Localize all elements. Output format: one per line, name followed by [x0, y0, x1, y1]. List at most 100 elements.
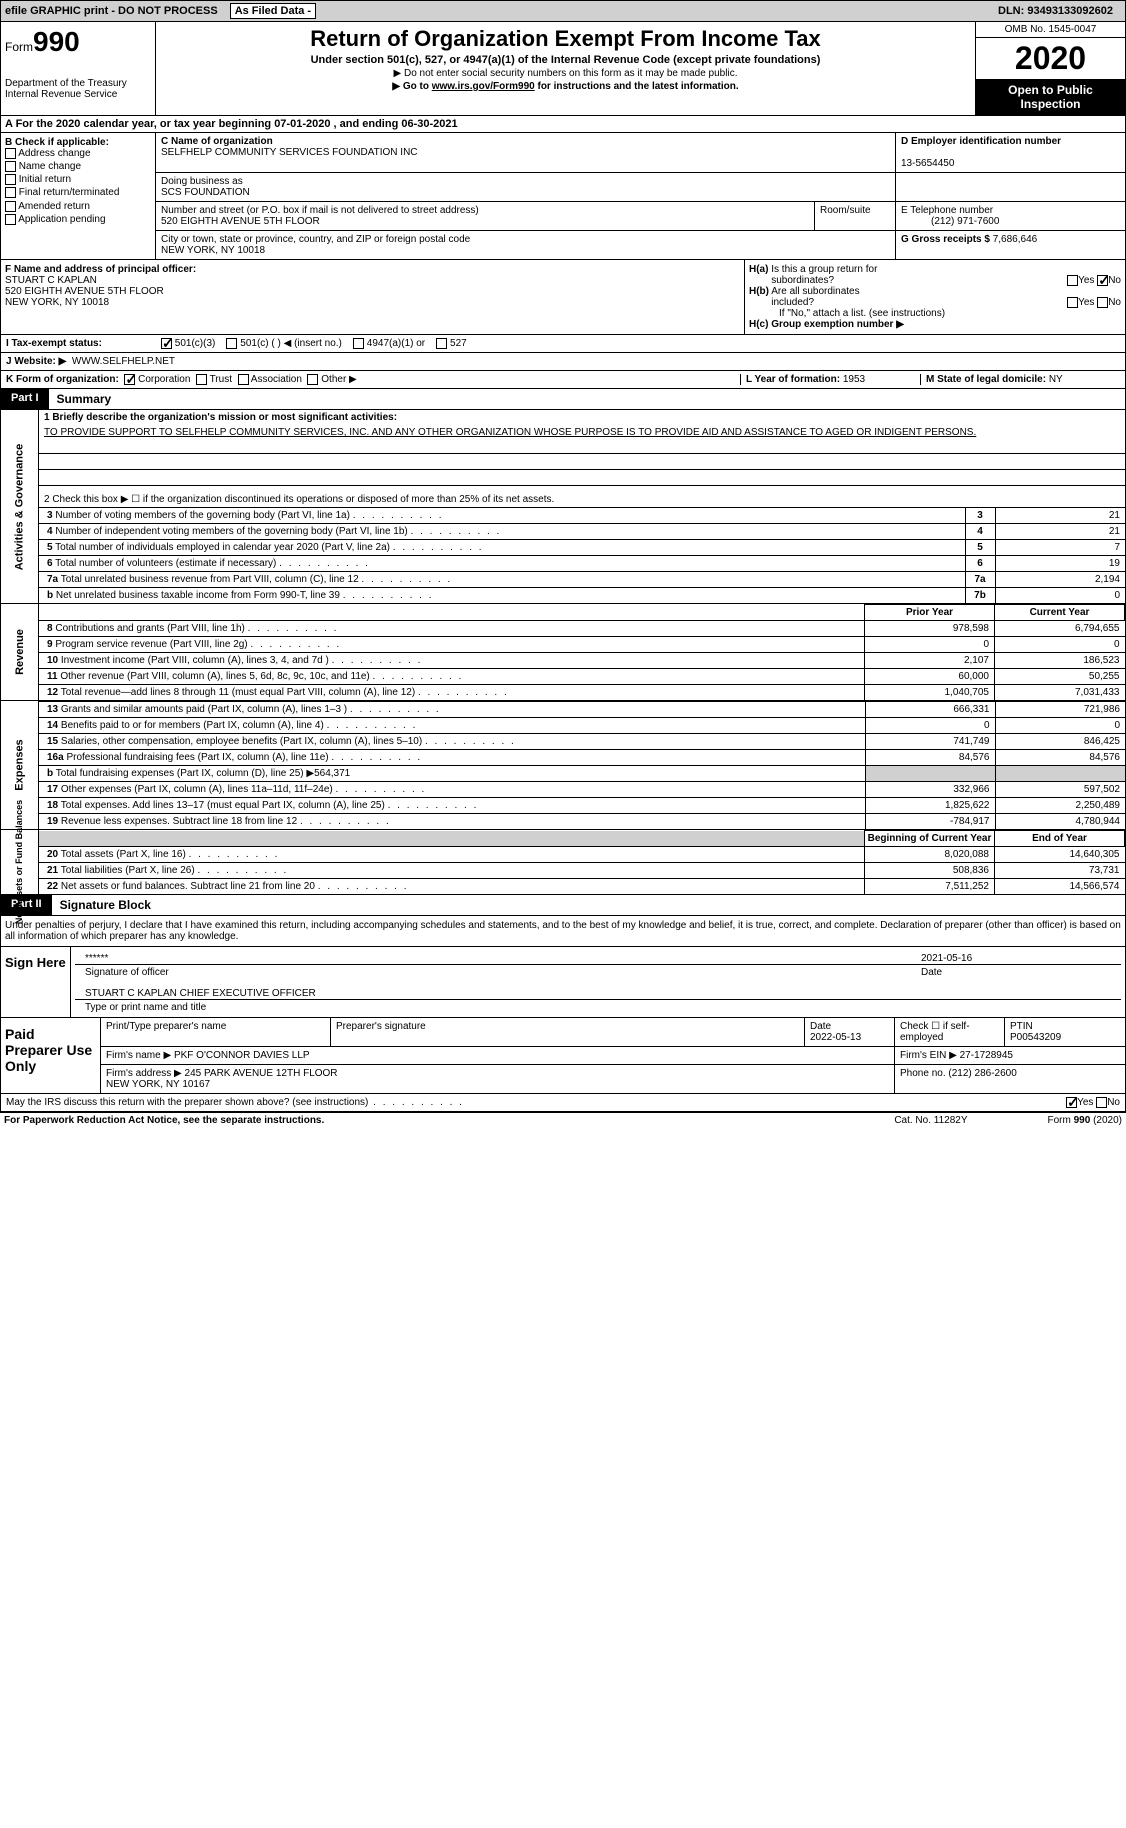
part2-header: Part II Signature Block	[0, 895, 1126, 916]
officer-label: F Name and address of principal officer:	[5, 264, 196, 275]
discuss-text: May the IRS discuss this return with the…	[6, 1097, 464, 1108]
col-f: F Name and address of principal officer:…	[1, 260, 745, 334]
current-header: Current Year	[995, 605, 1125, 621]
blank-line2	[39, 456, 1125, 470]
ein-label: D Employer identification number	[901, 136, 1061, 147]
year-text: 2020	[976, 38, 1125, 79]
year-form-value: 1953	[843, 374, 865, 385]
expenses-section: Expenses 13 Grants and similar amounts p…	[0, 701, 1126, 830]
netassets-table: Beginning of Current YearEnd of Year 20 …	[39, 830, 1125, 894]
cb-address: Address change	[5, 148, 151, 159]
cb-amended: Amended return	[5, 201, 151, 212]
row-k: K Form of organization: Corporation Trus…	[0, 371, 1126, 389]
form-org-label: K Form of organization:	[6, 374, 119, 385]
form-page: Form 990 (2020)	[1048, 1115, 1122, 1126]
cb-pending: Application pending	[5, 214, 151, 225]
prior-header: Prior Year	[865, 605, 995, 621]
dept-text: Department of the Treasury Internal Reve…	[5, 78, 151, 100]
part1-title: Summary	[49, 389, 120, 409]
discuss-no[interactable]	[1096, 1097, 1107, 1108]
form-prefix: Form	[5, 40, 33, 54]
main-grid: B Check if applicable: Address change Na…	[0, 133, 1126, 260]
prep-date-label: Date	[810, 1021, 831, 1032]
preparer-section: Paid Preparer Use Only Print/Type prepar…	[0, 1018, 1126, 1094]
header-mid: Return of Organization Exempt From Incom…	[156, 22, 975, 115]
line2-text: 2 Check this box ▶ ☐ if the organization…	[39, 492, 1125, 507]
revenue-label: Revenue	[1, 604, 39, 700]
part2-label: Part II	[1, 895, 52, 915]
expenses-table: 13 Grants and similar amounts paid (Part…	[39, 701, 1125, 829]
year-form-label: L Year of formation:	[746, 374, 840, 385]
discuss-row: May the IRS discuss this return with the…	[0, 1094, 1126, 1112]
preparer-label: Paid Preparer Use Only	[1, 1018, 101, 1093]
sig-date: 2021-05-16	[921, 953, 1121, 964]
gross-label: G Gross receipts $	[901, 234, 990, 245]
ha-no[interactable]	[1097, 275, 1108, 286]
row-j: J Website: ▶ WWW.SELFHELP.NET	[0, 353, 1126, 371]
firm-name-label: Firm's name ▶	[106, 1050, 171, 1061]
ha-yes[interactable]	[1067, 275, 1078, 286]
section-a: A For the 2020 calendar year, or tax yea…	[0, 116, 1126, 133]
org-name: SELFHELP COMMUNITY SERVICES FOUNDATION I…	[161, 147, 418, 158]
cb-initial: Initial return	[5, 174, 151, 185]
phone-value: (212) 971-7600	[931, 216, 999, 227]
form-note2: ▶ Go to www.irs.gov/Form990 for instruct…	[160, 81, 971, 92]
501c-check[interactable]	[226, 338, 237, 349]
trust-check[interactable]	[196, 374, 207, 385]
527-check[interactable]	[436, 338, 447, 349]
part1-header: Part I Summary	[0, 389, 1126, 410]
officer-street: 520 EIGHTH AVENUE 5TH FLOOR	[5, 286, 164, 297]
state-value: NY	[1049, 374, 1063, 385]
penalty-text: Under penalties of perjury, I declare th…	[0, 916, 1126, 947]
irs-link[interactable]: www.irs.gov/Form990	[432, 81, 535, 92]
name-label: C Name of organization	[161, 136, 273, 147]
prep-check: Check ☐ if self-employed	[895, 1018, 1005, 1046]
row-city: City or town, state or province, country…	[156, 231, 1125, 259]
part1-label: Part I	[1, 389, 49, 409]
state-label: M State of legal domicile:	[926, 374, 1046, 385]
row-dba: Doing business as SCS FOUNDATION	[156, 173, 1125, 202]
firm-ein: 27-1728945	[960, 1050, 1013, 1061]
corp-check[interactable]	[124, 374, 135, 385]
dba-label: Doing business as	[161, 176, 243, 187]
ptin-label: PTIN	[1010, 1021, 1033, 1032]
city-label: City or town, state or province, country…	[161, 234, 470, 245]
col-d-gross: G Gross receipts $ 7,686,646	[895, 231, 1125, 259]
discuss-yes[interactable]	[1066, 1097, 1077, 1108]
prep-sig-label: Preparer's signature	[331, 1018, 805, 1046]
activities-section: Activities & Governance 1 Briefly descri…	[0, 410, 1126, 604]
form-note1: ▶ Do not enter social security numbers o…	[160, 68, 971, 79]
firm-name: PKF O'CONNOR DAVIES LLP	[174, 1050, 310, 1061]
officer-city: NEW YORK, NY 10018	[5, 297, 109, 308]
efile-text: efile GRAPHIC print - DO NOT PROCESS	[5, 5, 218, 17]
col-d-spacer	[895, 173, 1125, 201]
501c3-check[interactable]	[161, 338, 172, 349]
preparer-content: Print/Type preparer's name Preparer's si…	[101, 1018, 1125, 1093]
header-right: OMB No. 1545-0047 2020 Open to Public In…	[975, 22, 1125, 115]
street-label: Number and street (or P.O. box if mail i…	[161, 205, 479, 216]
city-value: NEW YORK, NY 10018	[161, 245, 265, 256]
row-fg: F Name and address of principal officer:…	[0, 260, 1126, 335]
col-b-title: B Check if applicable:	[5, 137, 151, 148]
4947-check[interactable]	[353, 338, 364, 349]
hb-no[interactable]	[1097, 297, 1108, 308]
part2-title: Signature Block	[52, 895, 159, 915]
officer-name: STUART C KAPLAN	[5, 275, 97, 286]
dln-text: DLN: 93493133092602	[998, 5, 1113, 17]
hb-yes[interactable]	[1067, 297, 1078, 308]
prep-date: 2022-05-13	[810, 1032, 861, 1043]
col-cd: C Name of organization SELFHELP COMMUNIT…	[156, 133, 1125, 259]
website-label: J Website: ▶	[6, 356, 66, 367]
revenue-table: Prior YearCurrent Year 8 Contributions a…	[39, 604, 1125, 700]
sig-stars: ******	[75, 953, 921, 964]
assoc-check[interactable]	[238, 374, 249, 385]
footer: For Paperwork Reduction Act Notice, see …	[0, 1112, 1126, 1128]
cat-text: Cat. No. 11282Y	[894, 1115, 967, 1126]
activities-label: Activities & Governance	[1, 410, 39, 603]
col-d-phone: E Telephone number (212) 971-7600	[895, 202, 1125, 230]
omb-text: OMB No. 1545-0047	[976, 22, 1125, 38]
sign-label: Sign Here	[1, 947, 71, 1017]
form-subtitle: Under section 501(c), 527, or 4947(a)(1)…	[160, 54, 971, 66]
sign-content: ******2021-05-16 Signature of officerDat…	[71, 947, 1125, 1017]
other-check[interactable]	[307, 374, 318, 385]
